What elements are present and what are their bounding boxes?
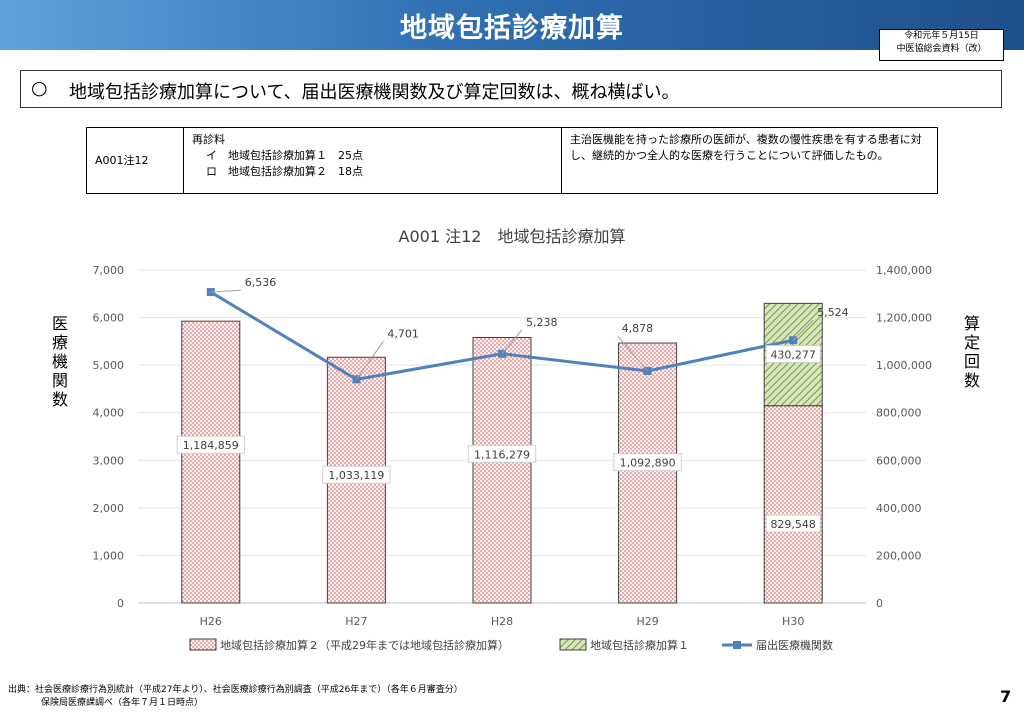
legend-label-kasan2: 地域包括診療加算２（平成29年までは地域包括診療加算）: [220, 638, 509, 652]
x-tick-label: H27: [345, 615, 367, 628]
bar-kasan2: [618, 342, 678, 604]
right-tick-label: 200,000: [876, 549, 922, 562]
meta-source: 中医協総会資料（改）: [896, 44, 987, 54]
x-tick-label: H28: [491, 615, 513, 628]
bar-data-label: 430,277: [770, 349, 816, 362]
right-tick-label: 400,000: [876, 502, 922, 515]
line-data-label: 6,536: [245, 276, 276, 289]
bar-data-label: 1,033,119: [328, 469, 384, 482]
right-tick-label: 1,400,000: [876, 264, 932, 277]
summary-text: 地域包括診療加算について、届出医療機関数及び算定回数は、概ね横ばい。: [69, 82, 680, 103]
side-char: 定: [963, 333, 980, 352]
side-char: 回: [963, 352, 980, 371]
info-items: 再診料 イ 地域包括診療加算１ 25点 ロ 地域包括診療加算２ 18点: [183, 127, 562, 194]
bar-data-label-box: [467, 444, 537, 463]
side-char: 数: [963, 371, 980, 390]
source-meta-box: 令和元年５月15日 中医協総会資料（改）: [879, 29, 1004, 61]
chart-title: A001 注12 地域包括診療加算: [399, 227, 626, 246]
meta-date: 令和元年５月15日: [904, 31, 979, 41]
side-char: 算: [963, 314, 980, 333]
legend-swatch-marker: [733, 641, 741, 649]
summary-bullet: ○: [31, 77, 48, 99]
bar-kasan2: [472, 336, 532, 604]
footer-line: 出典：社会医療診療行為別統計（平成27年より）、社会医療診療行為別調査（平成26…: [8, 685, 463, 695]
x-tick-label: H29: [636, 615, 658, 628]
bar-data-label: 1,184,859: [183, 439, 239, 452]
chart-axes: 0 1,000 2,000 3,000 4,000 5,000 6,000 7,000 0 200…: [93, 264, 932, 628]
table-row: A001注12 再診料 イ 地域包括診療加算１ 25点 ロ 地域包括診療加算２ …: [86, 127, 938, 194]
left-tick-label: 5,000: [93, 359, 125, 372]
leader-line: [210, 289, 241, 293]
side-char: 数: [51, 390, 68, 409]
right-tick-label: 600,000: [876, 454, 922, 467]
right-tick-label: 0: [876, 597, 883, 610]
bar-kasan2: [181, 320, 241, 604]
right-axis-side-label: 算 定 回 数: [962, 314, 982, 390]
left-tick-label: 3,000: [93, 454, 125, 467]
bar-data-label-box: [765, 514, 821, 533]
leader-line: [501, 329, 523, 355]
bar-data-label-box: [613, 453, 682, 472]
summary-box: ○ 地域包括診療加算について、届出医療機関数及び算定回数は、概ね横ばい。: [20, 70, 1002, 108]
info-description: 主治医機能を持った診療所の医師が、複数の慢性疾患を有する患者に対し、継続的かつ全…: [561, 127, 938, 194]
left-tick-label: 2,000: [93, 502, 125, 515]
bar-data-label: 1,092,890: [620, 457, 676, 470]
chart-legend: 地域包括診療加算２（平成29年までは地域包括診療加算） 地域包括診療加算１ 届出医療…: [189, 638, 833, 652]
info-code: A001注12: [86, 127, 184, 194]
chart-labels: 1,184,859 1,033,119 1,116,279 1,092,890 829,…: [176, 276, 849, 533]
legend-swatch-kasan2: [189, 638, 217, 651]
info-table: A001注12 再診料 イ 地域包括診療加算１ 25点 ロ 地域包括診療加算２ …: [86, 127, 938, 194]
line-data-label: 5,524: [817, 306, 849, 319]
line-data-label: 4,878: [622, 322, 654, 335]
footer-note: 出典：社会医療診療行為別統計（平成27年より）、社会医療診療行為別調査（平成26…: [8, 684, 463, 710]
line-data-label: 4,701: [387, 327, 419, 340]
x-tick-label: H26: [200, 615, 222, 628]
info-item: ロ 地域包括診療加算２ 18点: [206, 165, 363, 178]
bar-kasan2: [763, 405, 823, 604]
right-tick-label: 1,000,000: [876, 359, 932, 372]
info-item: イ 地域包括診療加算１ 25点: [206, 149, 363, 162]
left-tick-label: 4,000: [93, 407, 125, 420]
bar-data-label-box: [176, 435, 246, 454]
line-data-label: 5,238: [526, 316, 558, 329]
right-tick-label: 800,000: [876, 407, 922, 420]
bar-data-label: 1,116,279: [474, 448, 530, 461]
bar-data-label: 829,548: [770, 518, 816, 531]
side-char: 療: [51, 333, 68, 352]
footer-line: 保険局医療課調べ（各年７月１日時点）: [41, 698, 204, 708]
leader-line: [355, 341, 384, 380]
left-tick-label: 1,000: [93, 549, 125, 562]
side-char: 医: [51, 314, 68, 333]
left-tick-label: 6,000: [93, 312, 125, 325]
side-char: 機: [51, 352, 68, 371]
line-marker: [643, 366, 652, 375]
legend-swatch-kasan1: [559, 638, 587, 651]
info-item: 再診料: [192, 133, 225, 146]
left-tick-label: 0: [117, 597, 124, 610]
bar-data-label-box: [765, 345, 821, 364]
legend-label-line: 届出医療機関数: [756, 638, 833, 652]
x-tick-label: H30: [782, 615, 804, 628]
leader-line: [792, 319, 814, 341]
side-char: 関: [51, 371, 68, 390]
header-banner: 地域包括診療加算: [0, 0, 1024, 50]
combo-chart: A001 注12 地域包括診療加算 1,184,859 1,033,119 1,11…: [93, 227, 932, 652]
page-title: 地域包括診療加算: [400, 13, 624, 44]
right-tick-label: 1,200,000: [876, 312, 932, 325]
leader-line: [617, 335, 648, 372]
left-axis-side-label: 医 療 機 関 数: [50, 314, 70, 409]
page-number: 7: [1000, 687, 1012, 706]
left-tick-label: 7,000: [93, 264, 125, 277]
bar-data-label-box: [322, 465, 391, 484]
legend-label-kasan1: 地域包括診療加算１: [590, 638, 689, 652]
line-marker: [206, 288, 215, 297]
